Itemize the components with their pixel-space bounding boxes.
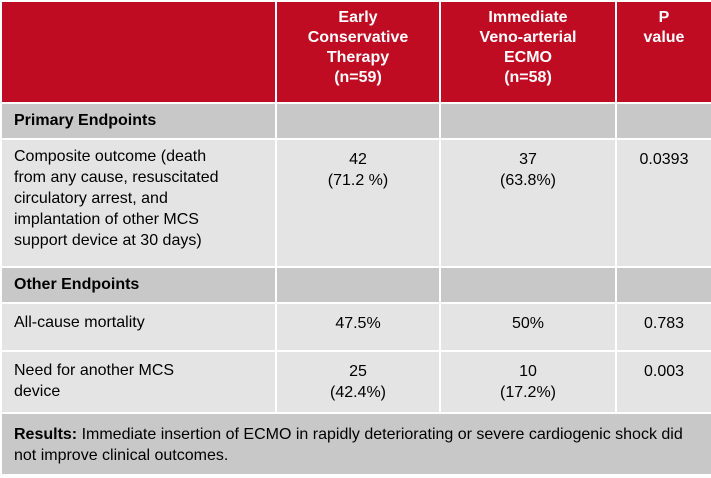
row-label-mcs: Need for another MCS device — [0, 350, 277, 414]
cell-ecmo-mortality: 50% — [439, 302, 617, 352]
cell-p-composite: 0.0393 — [615, 138, 711, 268]
header-row: Early Conservative Therapy (n=59) Immedi… — [0, 0, 711, 104]
section-title-primary: Primary Endpoints — [0, 102, 277, 140]
table-row-mcs: Need for another MCS device 25 (42.4%) 1… — [0, 350, 711, 414]
section-title-other: Other Endpoints — [0, 266, 277, 304]
row-label-composite: Composite outcome (death from any cause,… — [0, 138, 277, 268]
row-label-mortality: All-cause mortality — [0, 302, 277, 352]
header-p-value: P value — [615, 0, 711, 104]
section-row-other: Other Endpoints — [0, 266, 711, 304]
results-row: Results: Immediate insertion of ECMO in … — [0, 412, 711, 476]
results-label: Results: — [14, 426, 78, 443]
results-text: Immediate insertion of ECMO in rapidly d… — [14, 426, 683, 464]
cell-ecmo-mcs: 10 (17.2%) — [439, 350, 617, 414]
section-row-primary: Primary Endpoints — [0, 102, 711, 140]
header-ecmo: Immediate Veno-arterial ECMO (n=58) — [439, 0, 617, 104]
results-cell: Results: Immediate insertion of ECMO in … — [0, 412, 711, 476]
cell-p-mortality: 0.783 — [615, 302, 711, 352]
cell-ecmo-composite: 37 (63.8%) — [439, 138, 617, 268]
header-empty-cell — [0, 0, 277, 104]
table-row-composite: Composite outcome (death from any cause,… — [0, 138, 711, 268]
cell-conservative-mcs: 25 (42.4%) — [275, 350, 441, 414]
cell-p-mcs: 0.003 — [615, 350, 711, 414]
table-row-mortality: All-cause mortality 47.5% 50% 0.783 — [0, 302, 711, 352]
header-conservative: Early Conservative Therapy (n=59) — [275, 0, 441, 104]
cell-conservative-composite: 42 (71.2 %) — [275, 138, 441, 268]
cell-conservative-mortality: 47.5% — [275, 302, 441, 352]
